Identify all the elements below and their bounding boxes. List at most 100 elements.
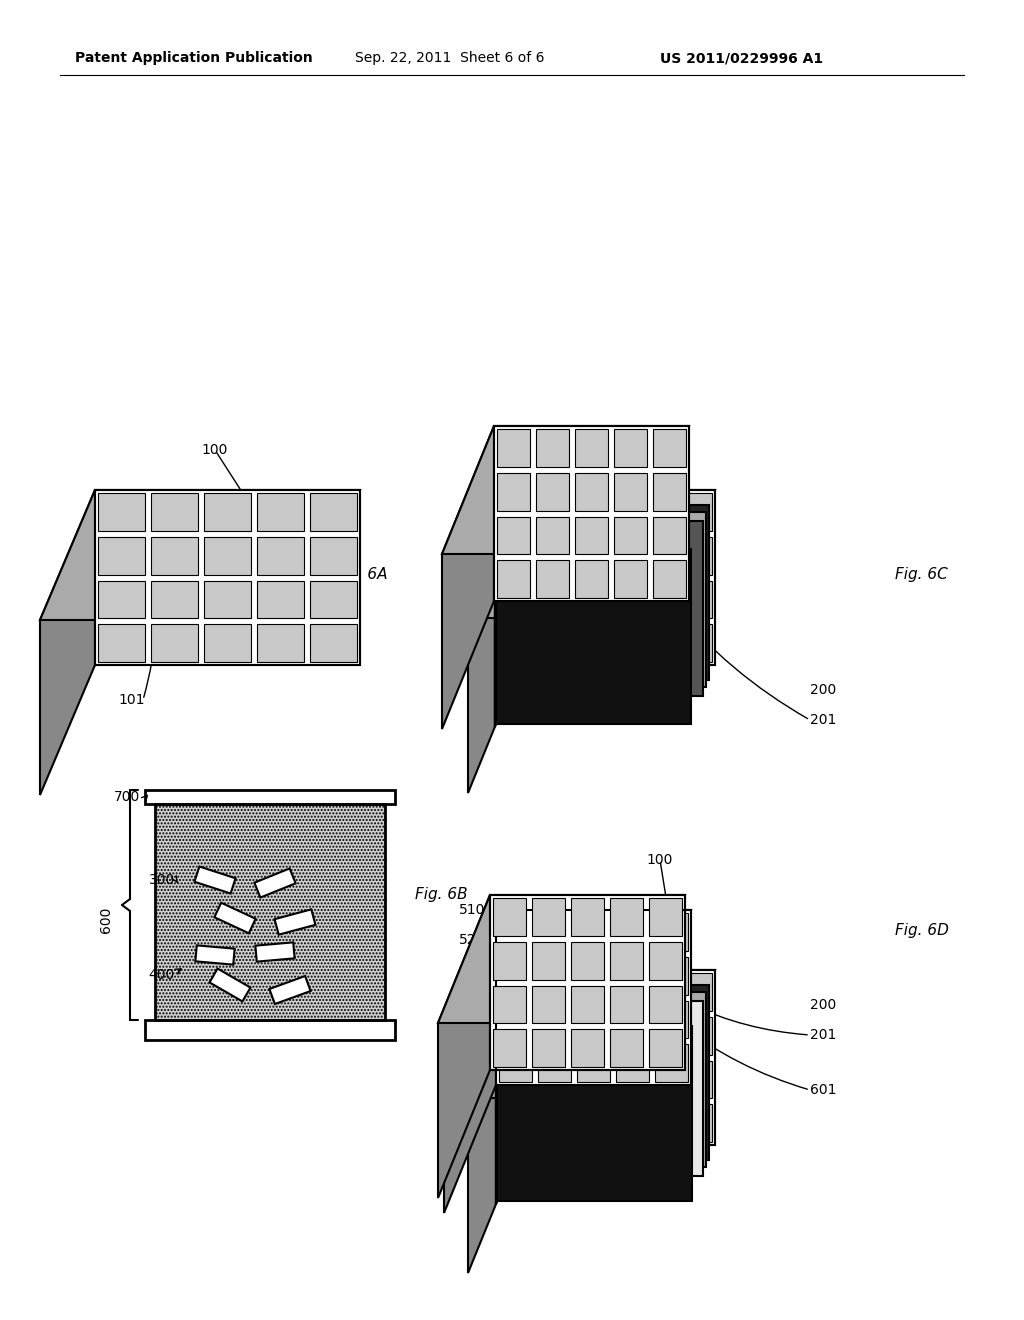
Polygon shape <box>255 942 295 962</box>
Polygon shape <box>610 986 643 1023</box>
Polygon shape <box>536 429 569 467</box>
Polygon shape <box>577 1001 610 1039</box>
Polygon shape <box>523 537 556 574</box>
Polygon shape <box>512 985 709 989</box>
Polygon shape <box>614 560 647 598</box>
Polygon shape <box>653 516 686 554</box>
Text: 200: 200 <box>810 998 837 1012</box>
Polygon shape <box>214 903 256 933</box>
Polygon shape <box>601 537 634 574</box>
Polygon shape <box>536 516 569 554</box>
Polygon shape <box>523 1060 556 1098</box>
Polygon shape <box>562 973 595 1011</box>
Text: 101: 101 <box>118 693 144 708</box>
Polygon shape <box>204 537 251 574</box>
Polygon shape <box>497 516 530 554</box>
Polygon shape <box>508 520 702 696</box>
Polygon shape <box>640 581 673 618</box>
Polygon shape <box>610 941 643 979</box>
Polygon shape <box>601 1016 634 1055</box>
Polygon shape <box>204 492 251 531</box>
Polygon shape <box>493 941 526 979</box>
Polygon shape <box>468 490 520 793</box>
Polygon shape <box>523 581 556 618</box>
Polygon shape <box>532 898 565 936</box>
Polygon shape <box>493 1030 526 1067</box>
Polygon shape <box>562 1016 595 1055</box>
Polygon shape <box>495 549 691 552</box>
Text: 100: 100 <box>647 444 673 457</box>
Polygon shape <box>509 991 707 997</box>
Polygon shape <box>655 1044 688 1082</box>
Polygon shape <box>649 898 682 936</box>
Polygon shape <box>497 560 530 598</box>
Polygon shape <box>538 1001 571 1039</box>
Polygon shape <box>655 957 688 994</box>
Polygon shape <box>468 970 520 1272</box>
Text: 600: 600 <box>459 964 485 977</box>
Polygon shape <box>499 957 532 994</box>
Polygon shape <box>649 1030 682 1067</box>
Polygon shape <box>511 991 707 1167</box>
Polygon shape <box>601 492 634 531</box>
Polygon shape <box>523 1016 556 1055</box>
Polygon shape <box>499 913 532 950</box>
Polygon shape <box>562 492 595 531</box>
Polygon shape <box>310 624 357 663</box>
Polygon shape <box>438 895 685 1023</box>
Polygon shape <box>616 1001 649 1039</box>
Polygon shape <box>498 1001 508 1199</box>
Polygon shape <box>679 1060 712 1098</box>
Polygon shape <box>40 490 95 795</box>
Polygon shape <box>536 560 569 598</box>
Polygon shape <box>614 516 647 554</box>
Polygon shape <box>601 1105 634 1142</box>
Text: 510: 510 <box>439 556 466 570</box>
Polygon shape <box>257 581 304 618</box>
Polygon shape <box>254 869 296 898</box>
Polygon shape <box>512 506 514 684</box>
Polygon shape <box>571 986 604 1023</box>
Polygon shape <box>577 957 610 994</box>
Polygon shape <box>490 895 685 1071</box>
Text: 601: 601 <box>810 1082 837 1097</box>
Text: 200: 200 <box>810 682 837 697</box>
Polygon shape <box>538 1044 571 1082</box>
Polygon shape <box>98 537 145 574</box>
Polygon shape <box>523 624 556 663</box>
Polygon shape <box>653 429 686 467</box>
Polygon shape <box>679 537 712 574</box>
Polygon shape <box>493 986 526 1023</box>
Polygon shape <box>679 492 712 531</box>
Polygon shape <box>640 1105 673 1142</box>
Polygon shape <box>520 970 715 1144</box>
Polygon shape <box>496 1027 692 1030</box>
Polygon shape <box>562 624 595 663</box>
Polygon shape <box>614 473 647 511</box>
Polygon shape <box>497 520 702 546</box>
Polygon shape <box>679 1016 712 1055</box>
Polygon shape <box>562 537 595 574</box>
Text: Fig. 6C: Fig. 6C <box>895 568 948 582</box>
Polygon shape <box>442 426 689 554</box>
Polygon shape <box>679 973 712 1011</box>
Text: 600: 600 <box>439 634 466 647</box>
Polygon shape <box>538 913 571 950</box>
Text: 102: 102 <box>88 573 115 587</box>
Polygon shape <box>495 549 496 727</box>
Polygon shape <box>442 426 494 729</box>
Text: 300: 300 <box>148 873 175 887</box>
Polygon shape <box>532 941 565 979</box>
Polygon shape <box>538 957 571 994</box>
Polygon shape <box>508 1001 702 1176</box>
Polygon shape <box>649 941 682 979</box>
Polygon shape <box>269 975 310 1005</box>
Polygon shape <box>601 1060 634 1098</box>
Polygon shape <box>514 985 709 1160</box>
Polygon shape <box>653 560 686 598</box>
Polygon shape <box>616 1044 649 1082</box>
Polygon shape <box>511 512 707 686</box>
Polygon shape <box>562 1105 595 1142</box>
Polygon shape <box>257 537 304 574</box>
Polygon shape <box>562 581 595 618</box>
